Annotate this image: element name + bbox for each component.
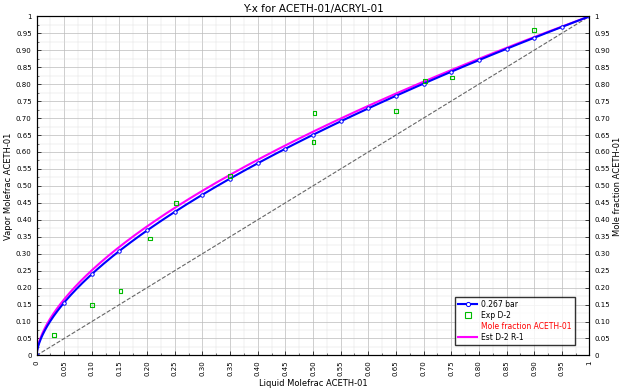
Point — [225, 172, 235, 179]
Point — [145, 235, 155, 241]
Point — [419, 78, 429, 84]
Point — [448, 74, 458, 80]
Title: Y-x for ACETH-01/ACRYL-01: Y-x for ACETH-01/ACRYL-01 — [243, 4, 383, 14]
Point — [49, 332, 59, 338]
Point — [391, 108, 401, 114]
Point — [116, 288, 126, 294]
Y-axis label: Mole fraction ACETH-01: Mole fraction ACETH-01 — [613, 136, 622, 236]
Point — [309, 139, 319, 145]
Point — [310, 110, 320, 116]
Legend: 0.267 bar, Exp D-2, Mole fraction ACETH-01, Est D-2 R-1: 0.267 bar, Exp D-2, Mole fraction ACETH-… — [455, 297, 575, 345]
Y-axis label: Vapor Molefrac ACETH-01: Vapor Molefrac ACETH-01 — [4, 132, 13, 240]
Point — [87, 302, 97, 309]
Point — [529, 27, 539, 33]
Point — [171, 200, 181, 206]
X-axis label: Liquid Molefrac ACETH-01: Liquid Molefrac ACETH-01 — [259, 379, 367, 388]
